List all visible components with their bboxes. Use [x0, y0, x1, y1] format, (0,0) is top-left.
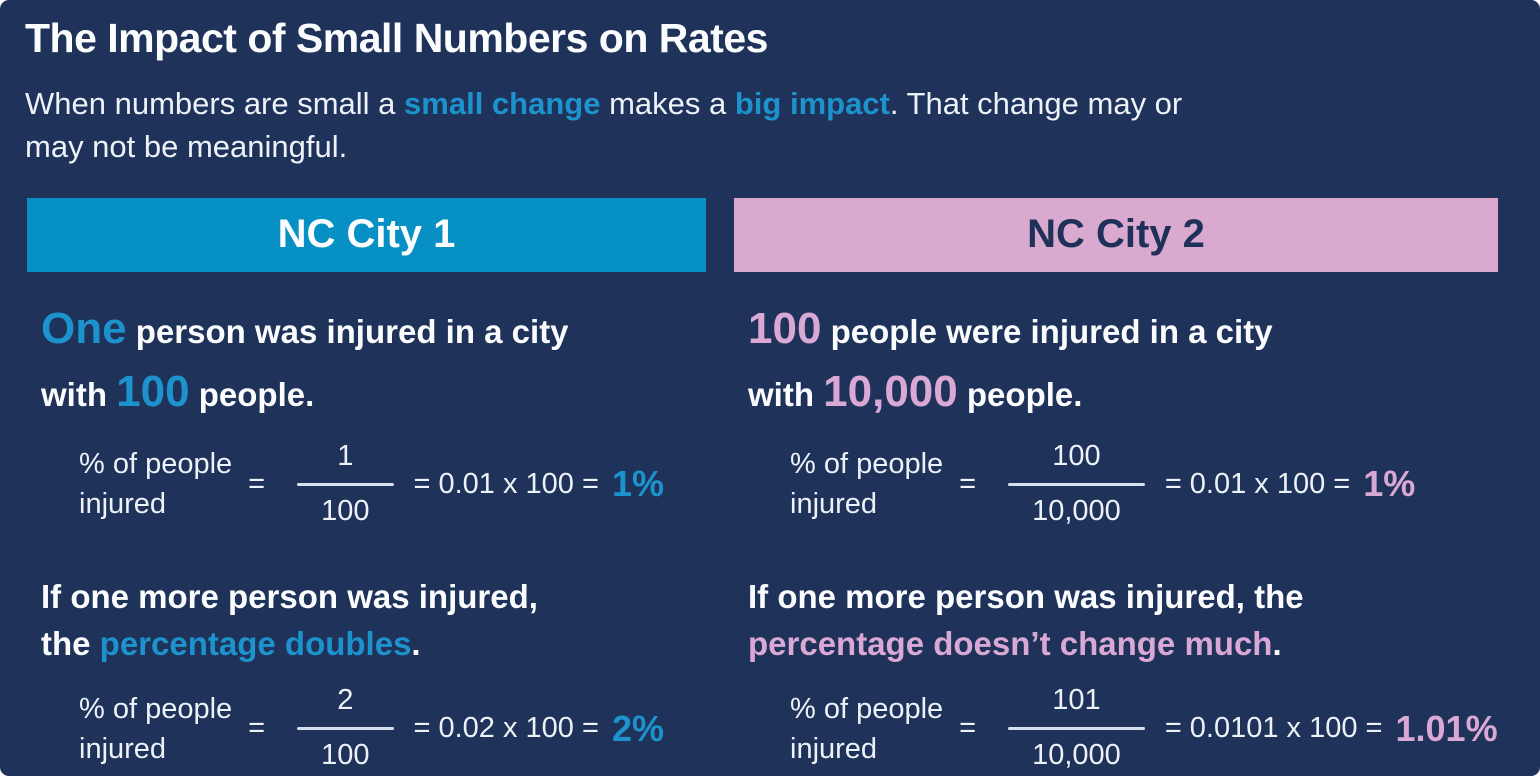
fraction-bar: [1008, 727, 1145, 731]
fraction: 2 100: [297, 682, 394, 774]
city1-statement-2: If one more person was injured, the perce…: [41, 573, 706, 669]
equals-sign: =: [248, 712, 266, 745]
formula-expression: = 0.02 x 100 =: [413, 712, 599, 745]
text-segment: people were injured in a city: [821, 312, 1273, 350]
text-segment: 10,000: [823, 367, 958, 417]
formula-label-line2: injured: [79, 488, 167, 521]
city2-formula-2: % of people injured = 101 10,000 = 0.010…: [790, 682, 1498, 774]
equals-sign: =: [959, 467, 977, 500]
formula-label-line1: % of people: [79, 692, 233, 725]
text-segment: with: [41, 376, 117, 414]
column-city1: NC City 1 One person was injured in a ci…: [27, 197, 706, 775]
text-segment: may not be meaningful.: [25, 128, 348, 164]
formula-label-line1: % of people: [79, 448, 233, 481]
formula-result: 1.01%: [1395, 707, 1498, 749]
formula-expression: = 0.01 x 100 =: [1164, 467, 1351, 500]
formula-label: % of people injured: [790, 689, 943, 769]
city1-formula-1: % of people injured = 1 100 = 0.01 x 100…: [79, 438, 706, 530]
text-segment: . That change may or: [889, 86, 1183, 122]
city1-formula-2: % of people injured = 2 100 = 0.02 x 100…: [79, 682, 706, 774]
city1-statement-1: One person was injured in a city with 100…: [41, 297, 706, 425]
text-segment: When numbers are small a: [25, 86, 405, 122]
formula-expression: = 0.0101 x 100 =: [1164, 712, 1383, 745]
formula-label-line2: injured: [79, 732, 167, 765]
city2-header-banner: NC City 2: [734, 197, 1498, 272]
fraction-numerator: 100: [1052, 440, 1101, 473]
formula-label-line2: injured: [790, 488, 878, 521]
fraction-denominator: 10,000: [1032, 739, 1121, 772]
city1-header-banner: NC City 1: [27, 197, 706, 272]
text-segment: .: [1272, 625, 1282, 663]
text-segment: makes a: [600, 86, 735, 122]
fraction: 1 100: [297, 438, 394, 530]
formula-result: 1%: [1363, 463, 1416, 505]
fraction: 100 10,000: [1008, 438, 1145, 530]
city2-statement-1: 100 people were injured in a city with 10…: [748, 297, 1498, 425]
fraction-numerator: 101: [1052, 684, 1101, 717]
formula-result: 1%: [611, 463, 664, 505]
text-segment: big impact: [734, 86, 890, 122]
text-segment: people.: [957, 376, 1083, 414]
city2-statement-2: If one more person was injured, the perce…: [748, 573, 1498, 669]
comparison-grid: NC City 1 One person was injured in a ci…: [27, 197, 1498, 775]
city2-formula-1: % of people injured = 100 10,000 = 0.01 …: [790, 438, 1498, 530]
fraction-bar: [297, 727, 394, 731]
header: The Impact of Small Numbers on Rates Whe…: [0, 0, 1540, 169]
text-segment: One: [41, 303, 127, 353]
text-segment: percentage doesn’t change much: [748, 625, 1273, 663]
text-segment: percentage doubles: [99, 625, 412, 663]
formula-label: % of people injured: [79, 444, 232, 524]
fraction-denominator: 10,000: [1032, 494, 1121, 527]
fraction-denominator: 100: [321, 739, 370, 772]
fraction-denominator: 100: [321, 494, 370, 527]
fraction-numerator: 2: [337, 684, 354, 717]
text-segment: people.: [189, 376, 315, 414]
text-segment: person was injured in a city: [126, 312, 569, 350]
fraction-bar: [1008, 482, 1145, 486]
text-segment: .: [411, 625, 421, 663]
fraction-bar: [297, 482, 394, 486]
page-title: The Impact of Small Numbers on Rates: [25, 15, 768, 61]
equals-sign: =: [959, 712, 977, 745]
text-segment: with: [748, 376, 824, 414]
text-segment: 100: [116, 367, 190, 417]
formula-label: % of people injured: [790, 444, 943, 524]
formula-expression: = 0.01 x 100 =: [413, 467, 599, 500]
equals-sign: =: [248, 467, 266, 500]
text-segment: If one more person was injured, the: [748, 577, 1304, 615]
formula-label-line1: % of people: [790, 448, 944, 481]
formula-label-line2: injured: [790, 732, 878, 765]
text-segment: 100: [748, 303, 822, 353]
text-segment: small change: [404, 86, 601, 122]
subtitle: When numbers are small a small change ma…: [25, 83, 1500, 169]
formula-label: % of people injured: [79, 689, 232, 769]
text-segment: the: [41, 625, 100, 663]
formula-label-line1: % of people: [790, 692, 944, 725]
formula-result: 2%: [611, 707, 664, 749]
column-city2: NC City 2 100 people were injured in a c…: [734, 197, 1498, 775]
fraction-numerator: 1: [337, 440, 354, 473]
text-segment: If one more person was injured,: [41, 577, 538, 615]
fraction: 101 10,000: [1008, 682, 1145, 774]
